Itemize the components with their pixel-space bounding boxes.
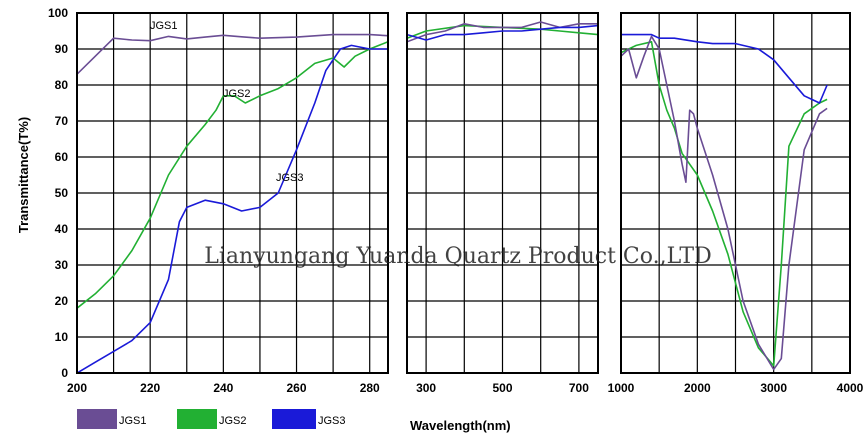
legend-label-jgs3: JGS3	[318, 415, 346, 427]
legend-swatch-jgs3	[272, 409, 316, 429]
y-tick-label: 10	[55, 330, 69, 344]
legend-swatch-jgs2	[177, 409, 217, 429]
series-line-jgs3	[77, 44, 388, 374]
panel-1-frame	[76, 12, 389, 374]
series-line-jgs1	[77, 33, 388, 75]
x-tick-label: 240	[213, 381, 233, 395]
y-tick-label: 20	[55, 294, 69, 308]
panel-2-series	[407, 21, 598, 43]
legend-label-jgs2: JGS2	[219, 415, 247, 427]
annotation-jgs3: JGS3	[276, 172, 304, 184]
x-axis-title: Wavelength(nm)	[410, 418, 511, 433]
panel-3-frame	[620, 12, 851, 374]
legend-swatch-jgs1	[77, 409, 117, 429]
panel-3-series	[621, 33, 828, 371]
y-tick-label: 70	[55, 114, 69, 128]
annotation-jgs2: JGS2	[223, 88, 251, 100]
y-axis-title: Transmittance(T%)	[16, 117, 31, 233]
x-tick-label: 300	[416, 381, 436, 395]
y-tick-label: 80	[55, 78, 69, 92]
x-tick-label: 4000	[837, 381, 863, 395]
series-line-jgs1	[621, 35, 828, 371]
x-tick-label: 500	[492, 381, 512, 395]
x-tick-label: 1000	[608, 381, 635, 395]
x-tick-labels: 200 220 240 260 280 300 500 700 1000 2000 3000 4000	[67, 381, 863, 395]
x-tick-label: 3000	[760, 381, 787, 395]
y-tick-label: 0	[61, 366, 68, 380]
x-tick-label: 220	[140, 381, 160, 395]
y-tick-label: 60	[55, 150, 69, 164]
y-tick-label: 90	[55, 42, 69, 56]
y-tick-label: 100	[48, 6, 68, 20]
x-tick-label: 200	[67, 381, 87, 395]
y-tick-label: 50	[55, 186, 69, 200]
x-tick-label: 2000	[684, 381, 711, 395]
x-tick-label: 260	[287, 381, 307, 395]
series-line-jgs3	[621, 33, 828, 104]
grid-layer	[77, 13, 850, 373]
series-line-jgs2	[621, 41, 828, 367]
panel-frames	[76, 12, 851, 374]
series-line-jgs2	[407, 24, 598, 39]
series-layer	[77, 21, 828, 374]
annotation-jgs1: JGS1	[150, 20, 178, 32]
legend-label-jgs1: JGS1	[119, 415, 147, 427]
series-line-jgs2	[77, 41, 388, 309]
watermark-text: Lianyungang Yuanda Quartz Product Co.,LT…	[204, 244, 711, 269]
x-tick-label: 280	[360, 381, 380, 395]
x-tick-label: 700	[569, 381, 589, 395]
panel-2-frame	[406, 12, 599, 374]
y-tick-label: 30	[55, 258, 69, 272]
y-tick-labels: 0 10 20 30 40 50 60 70 80 90 100	[48, 6, 68, 380]
series-line-jgs1	[407, 21, 598, 43]
panel-1-series	[77, 33, 388, 374]
series-line-jgs3	[407, 24, 598, 41]
y-tick-label: 40	[55, 222, 69, 236]
